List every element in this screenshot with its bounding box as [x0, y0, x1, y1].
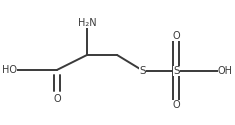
Text: O: O — [53, 94, 61, 104]
Text: H₂N: H₂N — [78, 18, 96, 28]
Text: S: S — [173, 66, 180, 76]
Text: O: O — [172, 100, 180, 110]
Text: OH: OH — [218, 66, 233, 76]
Text: S: S — [139, 66, 146, 76]
Text: O: O — [172, 31, 180, 41]
Text: HO: HO — [2, 65, 17, 75]
